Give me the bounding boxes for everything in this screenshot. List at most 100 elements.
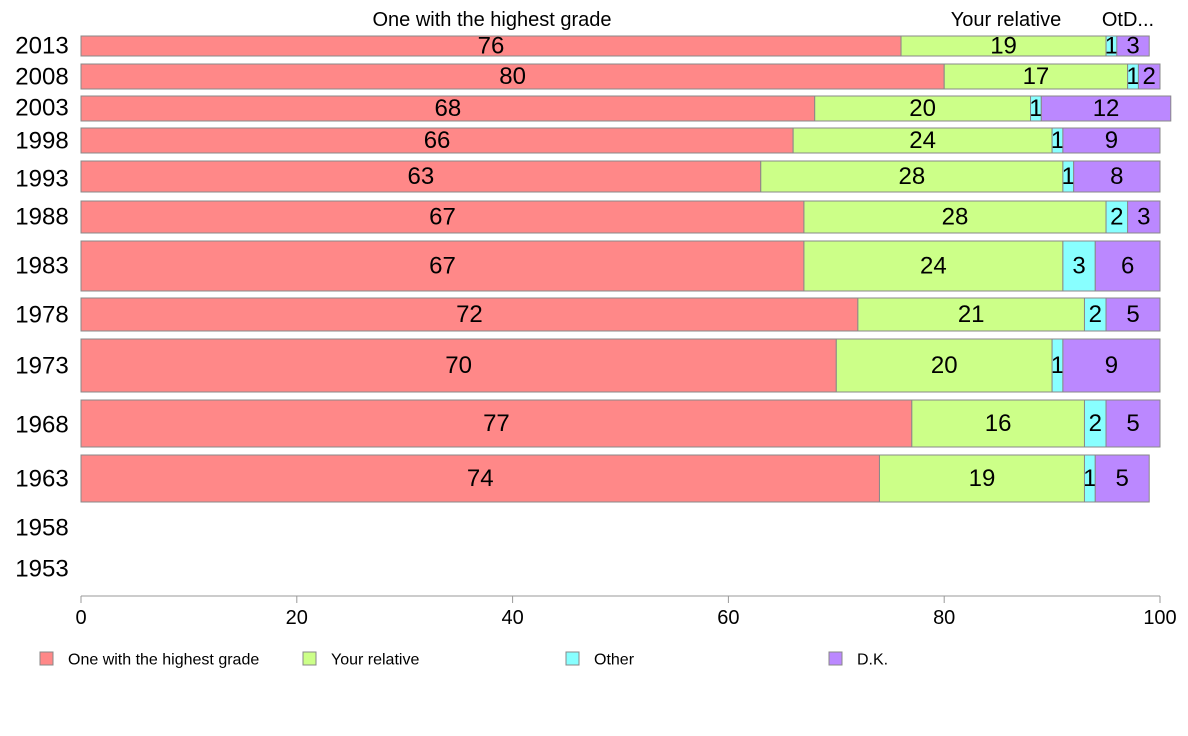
bar-segment-2003-3 [1040,95,1172,122]
data-label-1963-2: 1 [1083,465,1096,492]
data-label-1998-1: 24 [909,127,936,154]
bar-segment-1973-1 [835,338,1053,393]
bar-segment-1978-0 [80,297,859,332]
bar-segment-1993-3 [1073,160,1161,193]
bar-segment-1973-3 [1062,338,1161,393]
data-label-1983-2: 3 [1072,253,1085,280]
bar-segment-2008-3 [1137,63,1161,90]
data-label-1983-1: 24 [920,253,947,280]
data-label-2013-3: 3 [1126,33,1139,60]
bar-segment-2008-1 [943,63,1129,90]
data-label-1973-3: 9 [1105,352,1118,379]
year-label-2003: 2003 [15,95,68,122]
data-label-1993-2: 1 [1062,163,1075,190]
year-label-1983: 1983 [15,253,68,280]
data-label-1988-1: 28 [942,204,969,231]
bar-segment-2008-0 [80,63,945,90]
data-label-1983-0: 67 [429,253,456,280]
header-label-highest-grade: One with the highest grade [372,9,611,31]
year-label-2008: 2008 [15,64,68,91]
data-label-1968-0: 77 [483,410,510,437]
bar-segment-2013-3 [1116,35,1150,57]
bar-segment-1993-1 [760,160,1064,193]
legend-label-3: D.K. [857,652,888,669]
data-label-2008-3: 2 [1143,63,1156,90]
data-label-1998-2: 1 [1051,127,1064,154]
x-tick-label-80: 80 [933,607,955,629]
data-label-1978-1: 21 [958,301,985,328]
data-label-2008-1: 17 [1023,63,1050,90]
data-label-1993-1: 28 [898,163,925,190]
data-label-1998-3: 9 [1105,127,1118,154]
bar-segment-2003-1 [814,95,1032,122]
legend-swatch-1 [302,651,317,666]
bar-segment-1998-0 [80,127,794,154]
year-labels: 2013 2008 2003 1998 1993 1988 1983 1978 1973 1968… [15,33,68,583]
bar-segment-1993-0 [80,160,762,193]
data-label-1978-0: 72 [456,301,483,328]
data-label-2003-1: 20 [909,95,936,122]
data-label-1963-1: 19 [969,465,996,492]
legend-swatch-2 [565,651,580,666]
header-label-your-relative: Your relative [951,9,1061,31]
legend-label-1: Your relative [331,652,419,669]
year-label-1988: 1988 [15,204,68,231]
data-label-2003-2: 1 [1029,95,1042,122]
x-tick-label-20: 20 [286,607,308,629]
bar-segment-1963-1 [878,454,1085,503]
year-label-1953: 1953 [15,556,68,583]
legend: One with the highest grade Your relative O… [39,651,888,669]
year-label-1973: 1973 [15,353,68,380]
data-label-1978-3: 5 [1126,301,1139,328]
year-label-1978: 1978 [15,302,68,329]
bar-segment-1988-0 [80,200,805,234]
x-tick-label-0: 0 [75,607,86,629]
x-tick-label-100: 100 [1143,607,1176,629]
data-label-1968-3: 5 [1126,410,1139,437]
data-label-2008-0: 80 [499,63,526,90]
data-label-1993-0: 63 [408,163,435,190]
data-label-2013-0: 76 [478,33,505,60]
data-label-1983-3: 6 [1121,253,1134,280]
x-tick-label-60: 60 [717,607,739,629]
data-label-1988-0: 67 [429,204,456,231]
bar-segment-2003-0 [80,95,816,122]
data-label-1963-3: 5 [1116,465,1129,492]
data-label-1973-1: 20 [931,352,958,379]
bar-segment-1968-1 [911,399,1085,448]
header-label-other-dk: OtD... [1102,9,1154,31]
year-label-1963: 1963 [15,466,68,493]
bar-segment-1978-1 [857,297,1085,332]
legend-swatch-3 [828,651,843,666]
bar-segment-1998-1 [792,127,1053,154]
year-label-1993: 1993 [15,166,68,193]
data-label-2013-1: 19 [990,33,1017,60]
bar-segment-1968-3 [1105,399,1161,448]
column-headers: One with the highest grade Your relative… [372,9,1154,31]
bar-segment-1973-0 [80,338,837,393]
legend-label-2: Other [594,652,635,669]
data-label-1973-0: 70 [445,352,472,379]
bar-segment-1998-3 [1062,127,1161,154]
data-label-2003-0: 68 [435,95,462,122]
data-label-1968-2: 2 [1089,410,1102,437]
legend-swatch-0 [39,651,54,666]
x-tick-label-40: 40 [501,607,523,629]
bar-segment-1968-0 [80,399,913,448]
bar-segment-1978-3 [1105,297,1161,332]
bar-segment-1983-3 [1094,240,1161,292]
data-label-2008-2: 1 [1126,63,1139,90]
data-label-1988-2: 2 [1110,204,1123,231]
year-label-1998: 1998 [15,128,68,155]
bar-segment-1988-3 [1127,200,1161,234]
year-label-1968: 1968 [15,412,68,439]
year-label-1958: 1958 [15,515,68,542]
legend-label-0: One with the highest grade [68,652,259,669]
bar-segment-1963-0 [80,454,880,503]
bar-segment-1988-1 [803,200,1107,234]
data-label-1963-0: 74 [467,465,494,492]
bar-segment-1963-3 [1094,454,1150,503]
data-label-2013-2: 1 [1105,33,1118,60]
data-label-1993-3: 8 [1110,163,1123,190]
